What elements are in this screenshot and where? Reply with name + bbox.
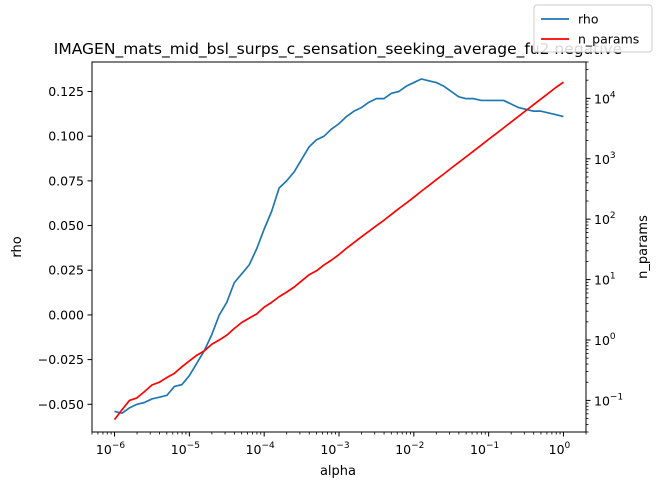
axes-layer: 10−6 10−5 10−4 10−3 10−2 10−1 100 −0.050 −0.025 0… xyxy=(38,61,623,457)
y-right-tick-label: 102 xyxy=(594,211,616,227)
y-right-tick-label: 10−1 xyxy=(594,392,623,408)
legend: rho n_params xyxy=(533,4,653,53)
y-left-tick-label: 0.050 xyxy=(48,218,84,233)
y-left-tick-label: 0.125 xyxy=(48,84,84,99)
x-tick-label: 10−2 xyxy=(395,441,424,457)
y-right-tick-label: 103 xyxy=(594,151,616,167)
y-axis-left-label: rho xyxy=(10,236,25,257)
legend-box xyxy=(533,4,653,53)
y-left-tick-label: 0.075 xyxy=(48,173,84,188)
y-left-tick-label: 0.000 xyxy=(48,307,84,322)
x-tick-label: 10−5 xyxy=(171,441,200,457)
y-left-tick-label: 0.025 xyxy=(48,263,84,278)
x-tick-label: 10−3 xyxy=(320,441,349,457)
series-line-rho xyxy=(114,78,564,415)
series-layer xyxy=(113,78,564,421)
y-right-tick-label: 101 xyxy=(594,272,616,288)
x-tick-label: 10−1 xyxy=(470,441,499,457)
y-left-tick-label: −0.050 xyxy=(38,397,84,412)
y-left-tick-label: −0.025 xyxy=(38,352,84,367)
y-axis-right-label: n_params xyxy=(636,215,651,279)
x-tick-label: 100 xyxy=(549,441,571,457)
legend-label-n-params: n_params xyxy=(578,32,639,47)
x-tick-label: 10−4 xyxy=(246,441,275,457)
plot-frame xyxy=(91,61,587,433)
y-left-tick-label: 0.100 xyxy=(48,129,84,144)
series-line-n-params xyxy=(113,81,564,421)
chart-title: IMAGEN_mats_mid_bsl_surps_c_sensation_se… xyxy=(54,40,622,59)
y-right-tick-label: 100 xyxy=(594,332,616,348)
x-tick-label: 10−6 xyxy=(96,441,125,457)
y-right-tick-label: 104 xyxy=(594,90,616,106)
x-axis-label: alpha xyxy=(320,464,356,479)
legend-label-rho: rho xyxy=(578,12,599,27)
